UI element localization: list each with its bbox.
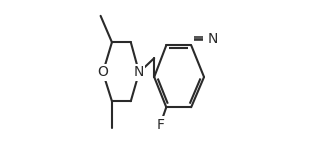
Text: F: F bbox=[156, 118, 164, 132]
Text: N: N bbox=[207, 32, 218, 45]
Text: N: N bbox=[134, 66, 144, 79]
Text: O: O bbox=[98, 66, 108, 79]
